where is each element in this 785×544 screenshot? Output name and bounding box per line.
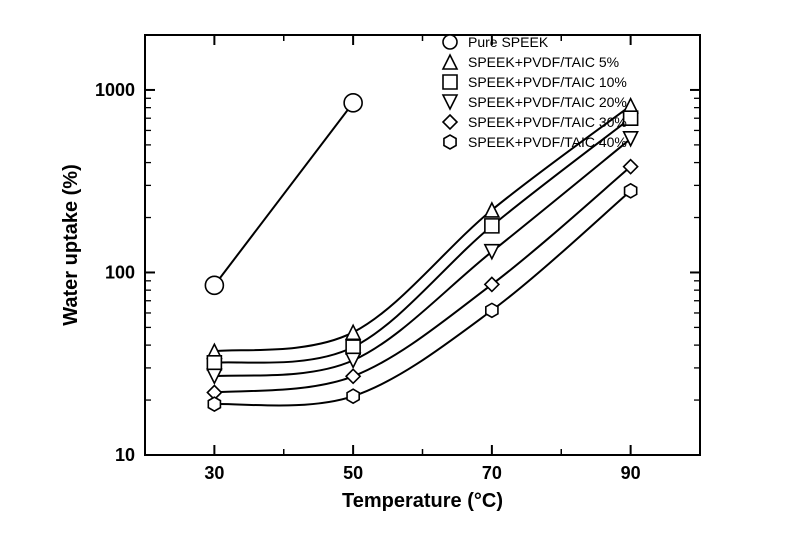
data-marker [208,397,220,411]
data-marker [443,115,457,129]
data-marker [207,356,221,370]
series-line-pure [214,103,353,286]
legend-label: SPEEK+PVDF/TAIC 40% [468,134,627,150]
y-tick-label: 1000 [95,80,135,100]
x-tick-label: 70 [482,463,502,483]
data-marker [346,353,360,367]
x-tick-label: 90 [621,463,641,483]
data-marker [346,340,360,354]
legend-label: SPEEK+PVDF/TAIC 10% [468,74,627,90]
data-marker [486,303,498,317]
data-marker [443,75,457,89]
series-line-s20 [214,139,630,376]
y-tick-label: 100 [105,262,135,282]
x-tick-label: 30 [204,463,224,483]
series-line-s30 [214,167,630,393]
x-tick-label: 50 [343,463,363,483]
data-marker [443,35,457,49]
data-marker [344,94,362,112]
y-axis-label: Water uptake (%) [60,164,82,326]
data-marker [346,369,360,383]
legend-label: SPEEK+PVDF/TAIC 5% [468,54,619,70]
series-line-s40 [214,191,630,406]
data-marker [443,55,457,69]
data-marker [485,219,499,233]
data-marker [346,325,360,339]
legend-label: Pure SPEEK [468,34,549,50]
y-tick-label: 10 [115,445,135,465]
legend-label: SPEEK+PVDF/TAIC 20% [468,94,627,110]
data-marker [625,184,637,198]
chart-container: 30 50 70 90 10 100 1000 Temperature (°C) Water u… [0,0,785,544]
data-marker [347,389,359,403]
legend-label: SPEEK+PVDF/TAIC 30% [468,114,627,130]
chart-svg: 30 50 70 90 10 100 1000 Temperature (°C) Water u… [0,0,785,544]
x-axis-label: Temperature (°C) [342,490,503,512]
data-marker [444,135,456,149]
series-line-s10 [214,118,630,363]
data-marker [205,276,223,294]
data-marker [443,95,457,109]
